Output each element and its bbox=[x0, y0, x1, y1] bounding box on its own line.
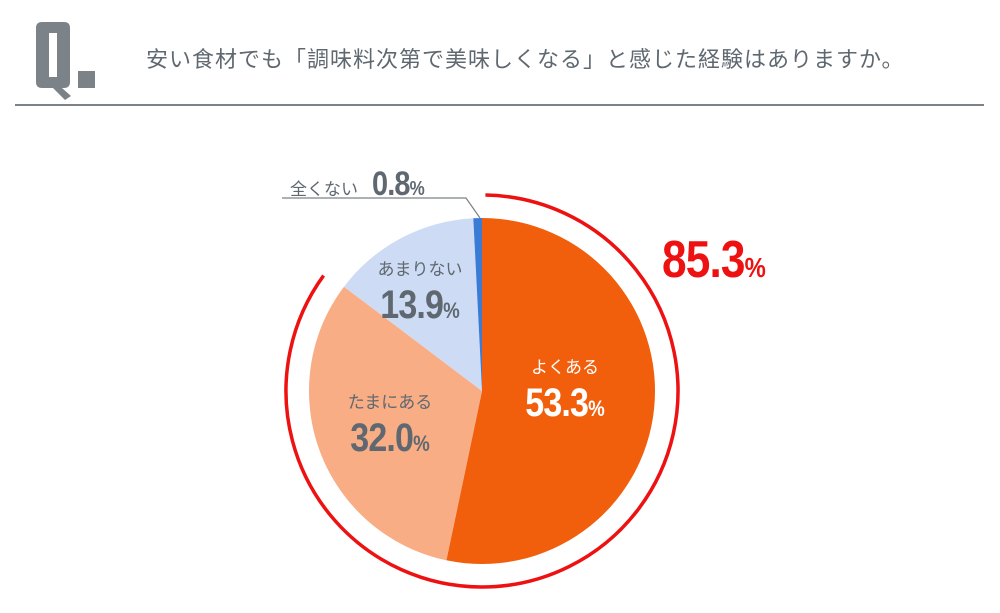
highlight-arc bbox=[284, 193, 680, 589]
label-rarely-value: 13.9% bbox=[380, 283, 460, 327]
total-highlight-value: 85.3% bbox=[662, 231, 766, 289]
label-often: よくある 53.3% bbox=[505, 358, 625, 425]
slice-never bbox=[473, 218, 482, 391]
label-never: 全くない 0.8% bbox=[290, 165, 433, 204]
label-often-name: よくある bbox=[531, 358, 599, 378]
label-rarely-name: あまりない bbox=[377, 260, 463, 280]
label-rarely: あまりない 13.9% bbox=[360, 260, 480, 327]
header-divider bbox=[15, 104, 984, 106]
slice-rarely bbox=[343, 218, 482, 391]
slice-often bbox=[446, 218, 656, 565]
label-sometimes-value: 32.0% bbox=[350, 416, 430, 460]
q-mark-icon bbox=[36, 22, 95, 100]
leader-line bbox=[282, 197, 481, 219]
label-sometimes: たまにある 32.0% bbox=[325, 393, 455, 460]
question-text: 安い食材でも「調味料次第で美味しくなる」と感じた経験はありますか。 bbox=[146, 48, 905, 73]
label-sometimes-name: たまにある bbox=[347, 393, 433, 413]
label-never-value: 0.8% bbox=[372, 165, 425, 203]
slice-sometimes bbox=[309, 286, 482, 561]
label-often-value: 53.3% bbox=[525, 381, 605, 425]
label-never-name: 全くない bbox=[290, 180, 358, 200]
